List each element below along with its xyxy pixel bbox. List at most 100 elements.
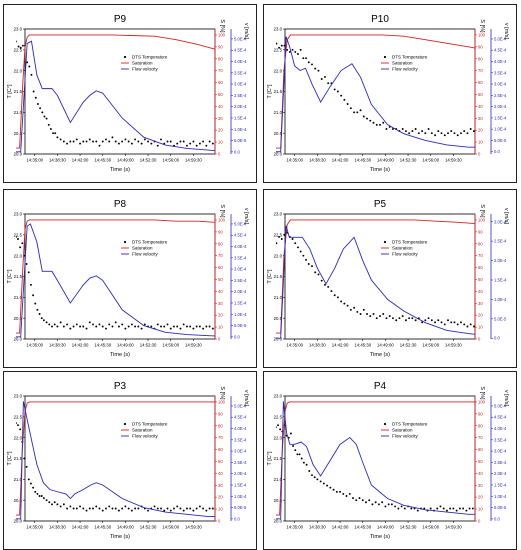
v-tick-label: 1.0E-4 (494, 494, 507, 499)
legend-marker-temperature (383, 55, 387, 59)
y-tick-label: 23.0 (14, 27, 23, 32)
temperature-point (320, 78, 323, 80)
temperature-point (202, 507, 205, 510)
legend-label: Flow velocity (392, 67, 419, 72)
temperature-point (85, 509, 88, 512)
temperature-point (21, 242, 24, 245)
temperature-point (130, 142, 133, 145)
temperature-point (362, 308, 365, 311)
temperature-point (319, 480, 322, 483)
temperature-point (369, 315, 372, 318)
x-tick-label: 14:49:00 (377, 343, 394, 348)
temperature-point (414, 319, 417, 322)
s-tick-label: 30 (218, 116, 223, 121)
y-tick-label: 23.0 (274, 212, 283, 217)
s-axis-label: S [%] (479, 19, 485, 33)
temperature-point (277, 424, 279, 427)
y-tick-label: 20.5 (274, 498, 283, 503)
temperature-point (362, 115, 365, 118)
temperature-point (92, 323, 94, 326)
x-tick-label: 14:38:30 (49, 158, 66, 163)
temperature-point (130, 323, 133, 326)
s-tick-label: 10 (478, 140, 483, 145)
temperature-point (66, 507, 69, 510)
x-tick-label: 14:42:00 (332, 343, 349, 348)
y-tick-label: 20.0 (14, 519, 23, 524)
y-tick-label: 23.0 (14, 212, 23, 217)
chart-panel-p4: P4 20.0 20.5 21.0 21.5 22.0 22.5 23.0 T [C°] 0 10 2… (263, 371, 517, 550)
temperature-point (79, 142, 82, 145)
v-tick-label: 2.5E-4 (494, 460, 507, 465)
temperature-point (95, 505, 98, 508)
temperature-point (339, 490, 342, 493)
s-tick-label: 50 (478, 92, 483, 97)
s-tick-label: 80 (218, 241, 223, 246)
temperature-point (173, 325, 175, 328)
temperature-point (323, 283, 326, 286)
panel-frame (3, 4, 257, 183)
x-tick-label: 14:35:00 (26, 343, 43, 348)
temperature-point (429, 507, 432, 510)
chart-title: P5 (374, 199, 387, 210)
temperature-point (452, 507, 455, 510)
x-tick-label: 14:45:30 (354, 525, 371, 530)
s-tick-label: 10 (218, 507, 223, 512)
temperature-point (150, 325, 153, 328)
temperature-point (381, 501, 384, 504)
v-tick-label: 1.5E-4 (494, 482, 507, 487)
x-tick-label: 14:42:00 (332, 158, 349, 163)
v-tick-label: 2.0E-4 (234, 289, 247, 294)
legend-label: Saturation (392, 61, 413, 66)
temperature-point (53, 501, 56, 504)
temperature-point (465, 509, 468, 512)
y-axis-label: T [C°] (267, 451, 273, 465)
v-tick-label: 4.0E-4 (494, 426, 507, 431)
temperature-point (105, 327, 107, 330)
legend-label: Saturation (132, 428, 153, 433)
temperature-point (372, 313, 375, 315)
x-tick-label: 14:56:00 (422, 158, 439, 163)
temperature-point (124, 505, 127, 508)
temperature-point (66, 142, 69, 145)
temperature-point (140, 327, 143, 330)
temperature-point (111, 507, 114, 510)
temperature-point (294, 242, 297, 245)
temperature-point (72, 507, 75, 510)
temperature-point (346, 103, 349, 105)
x-tick-label: 14:59:30 (445, 343, 462, 348)
y-axis-label: T [C°] (267, 84, 273, 98)
temperature-point (395, 319, 398, 322)
v-tick-label: 4.5E-4 (494, 48, 507, 53)
s-tick-label: 60 (478, 447, 483, 452)
y-tick-label: 22.0 (274, 68, 283, 73)
temperature-point (173, 507, 175, 510)
chart-title: P4 (374, 381, 387, 392)
temperature-point (192, 140, 195, 143)
s-tick-label: 10 (218, 325, 223, 330)
s-axis-label: S [%] (219, 19, 225, 33)
temperature-point (121, 323, 124, 326)
v-axis-label: v [m/s] (503, 390, 509, 407)
x-axis-label: Time (s) (370, 352, 390, 358)
temperature-point (283, 44, 286, 47)
s-tick-label: 10 (218, 140, 223, 145)
temperature-point (27, 478, 30, 481)
temperature-point (404, 130, 407, 133)
temperature-point (45, 499, 48, 502)
v-tick-label: 4.0E-4 (234, 426, 247, 431)
y-axis-label: T [C°] (7, 84, 13, 98)
temperature-point (38, 495, 41, 497)
v-tick-label: 4.5E-4 (234, 415, 247, 420)
chart-panel-p3: P3 20.0 20.5 21.0 21.5 22.0 22.5 23.0 T [C°] 0 10 2… (3, 371, 257, 550)
v-tick-label: 2.0E-4 (234, 104, 247, 109)
temperature-point (95, 325, 98, 328)
flow-velocity-line (16, 401, 215, 520)
temperature-point (430, 132, 433, 135)
temperature-point (466, 132, 469, 135)
temperature-point (147, 509, 150, 512)
v-axis-label: v [m/s] (243, 208, 249, 225)
v-tick-label: 0.0 (234, 149, 240, 154)
v-axis-label: v [m/s] (503, 208, 509, 225)
chart-panel-p5: P5 20.0 20.5 21.0 21.5 22.0 22.5 23.0 T [C°] 0 10 2… (263, 189, 517, 368)
s-tick-label: 40 (478, 104, 483, 109)
